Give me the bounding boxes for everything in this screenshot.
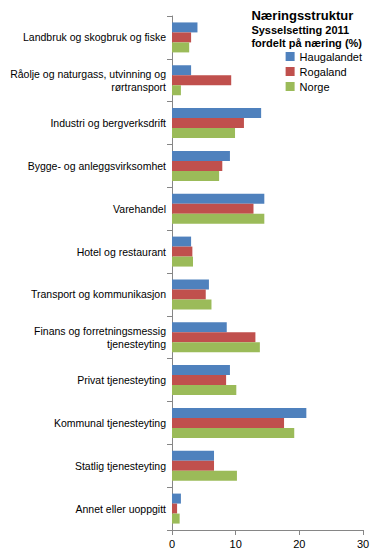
svg-text:Transport og kommunikasjon: Transport og kommunikasjon xyxy=(31,288,166,300)
svg-text:Varehandel: Varehandel xyxy=(113,203,166,215)
svg-text:Industri og bergverksdrift: Industri og bergverksdrift xyxy=(50,117,166,129)
svg-text:rørtransport: rørtransport xyxy=(111,81,166,93)
svg-text:Næringsstruktur: Næringsstruktur xyxy=(251,8,353,23)
svg-text:Haugalandet: Haugalandet xyxy=(300,51,362,63)
svg-text:10: 10 xyxy=(230,538,242,550)
svg-text:Kommunal tjenesteyting: Kommunal tjenesteyting xyxy=(54,417,166,429)
svg-text:fordelt på næring (%): fordelt på næring (%) xyxy=(251,37,362,49)
svg-text:20: 20 xyxy=(293,538,305,550)
svg-text:Rogaland: Rogaland xyxy=(300,66,347,78)
svg-text:Statlig tjenesteyting: Statlig tjenesteyting xyxy=(75,460,166,472)
svg-text:Norge: Norge xyxy=(300,81,330,93)
svg-text:Landbruk og skogbruk og fiske: Landbruk og skogbruk og fiske xyxy=(23,31,166,43)
svg-text:Annet eller uoppgitt: Annet eller uoppgitt xyxy=(76,503,167,515)
svg-text:30: 30 xyxy=(357,538,369,550)
svg-text:0: 0 xyxy=(169,538,175,550)
svg-text:Finans og forretningsmessig: Finans og forretningsmessig xyxy=(34,325,166,337)
svg-text:Bygge- og anleggsvirksomhet: Bygge- og anleggsvirksomhet xyxy=(28,160,166,172)
svg-text:Råolje og naturgass, utvinning: Råolje og naturgass, utvinning og xyxy=(10,68,166,80)
svg-text:Sysselsetting 2011: Sysselsetting 2011 xyxy=(251,24,349,36)
svg-text:tjenesteyting: tjenesteyting xyxy=(107,338,166,350)
svg-text:Privat tjenesteyting: Privat tjenesteyting xyxy=(77,374,166,386)
svg-text:Hotel og restaurant: Hotel og restaurant xyxy=(77,246,166,258)
